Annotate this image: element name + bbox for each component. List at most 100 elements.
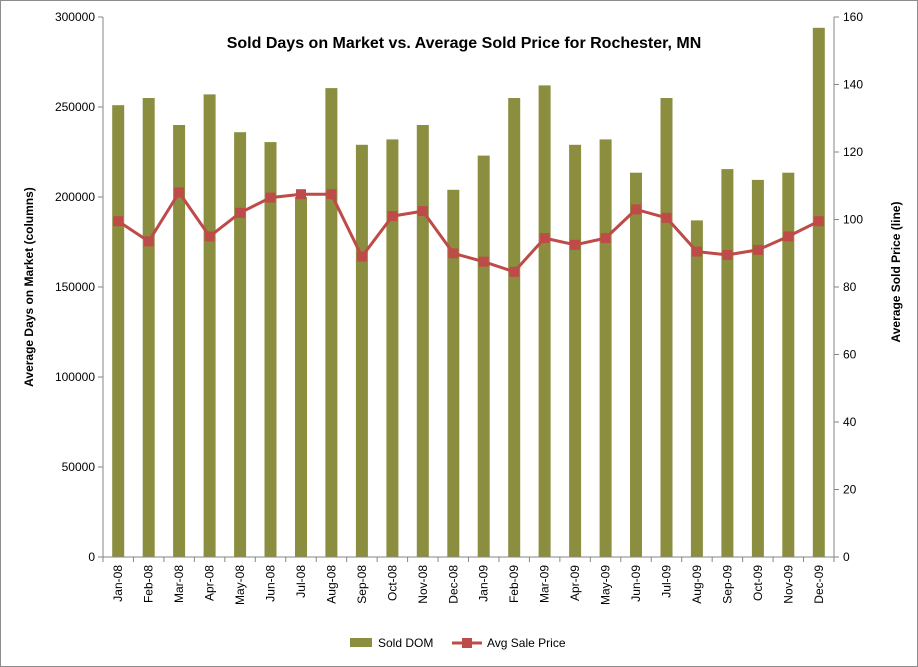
line-point-mar-08 [174, 187, 185, 198]
y2-tick-label: 0 [843, 550, 850, 564]
y-tick-label: 300000 [55, 10, 95, 24]
y2-tick-label: 80 [843, 280, 857, 294]
y2-axis-tick-labels: 0 20 40 60 80 100 120 140 160 [834, 10, 863, 564]
line-point-dec-08 [448, 248, 459, 259]
bar-dec-09 [812, 27, 825, 558]
bar-mar-09 [538, 85, 551, 558]
legend-label-sold-dom: Sold DOM [378, 636, 433, 650]
line-point-nov-09 [783, 231, 794, 242]
legend-marker-avg-sale-price [462, 638, 472, 648]
bar-nov-08 [416, 125, 429, 557]
line-point-apr-08 [204, 231, 215, 242]
x-tick-label: Jul-09 [660, 565, 674, 598]
x-tick-label: Oct-09 [751, 565, 765, 601]
bar-may-08 [234, 132, 247, 557]
line-point-apr-09 [570, 239, 581, 250]
x-tick-label: Dec-08 [446, 565, 460, 604]
legend-label-avg-sale-price: Avg Sale Price [487, 636, 566, 650]
x-tick-label: Feb-08 [142, 565, 156, 603]
bar-apr-08 [203, 94, 216, 558]
legend-swatch-sold-dom [350, 638, 372, 647]
line-point-mar-09 [539, 233, 550, 244]
y-axis-tick-labels: 0 50000 100000 150000 200000 250000 300000 [55, 10, 103, 564]
bar-jun-08 [264, 142, 277, 557]
y-tick-label: 250000 [55, 100, 95, 114]
bar-may-09 [599, 139, 612, 557]
bar-oct-08 [386, 139, 399, 557]
bar-feb-09 [508, 98, 521, 557]
bar-dec-08 [447, 189, 460, 558]
y-axis-title: Average Days on Market (columns) [22, 187, 36, 387]
y-tick-label: 50000 [62, 460, 96, 474]
line-point-may-09 [600, 233, 611, 244]
line-point-jan-09 [478, 256, 489, 267]
bar-jan-09 [477, 155, 490, 557]
y-tick-label: 200000 [55, 190, 95, 204]
x-tick-label: Jun-09 [629, 565, 643, 602]
chart-title: Sold Days on Market vs. Average Sold Pri… [227, 35, 702, 52]
bar-jan-08 [112, 105, 125, 557]
y-tick-label: 150000 [55, 280, 95, 294]
bar-aug-09 [690, 220, 703, 557]
bar-series-sold-dom [112, 27, 825, 558]
line-point-sep-08 [356, 251, 367, 262]
line-point-aug-08 [326, 189, 337, 200]
bar-mar-08 [173, 125, 186, 557]
line-point-aug-09 [691, 246, 702, 257]
legend: Sold DOM Avg Sale Price [350, 636, 566, 650]
y2-tick-label: 20 [843, 483, 857, 497]
x-axis-tick-labels: Jan-08 Feb-08 Mar-08 Apr-08 May-08 Jun-08 Jul-… [102, 557, 835, 605]
x-tick-label: Dec-09 [812, 565, 826, 604]
bar-jul-08 [295, 197, 307, 557]
line-point-may-08 [235, 207, 246, 218]
x-tick-label: Jan-09 [477, 565, 491, 602]
x-tick-label: Aug-09 [690, 565, 704, 604]
line-point-dec-09 [813, 216, 824, 227]
x-tick-label: Mar-09 [538, 565, 552, 603]
y2-tick-label: 120 [843, 145, 863, 159]
x-tick-label: Jul-08 [294, 565, 308, 598]
x-tick-label: Apr-09 [568, 565, 582, 601]
line-point-jan-08 [113, 216, 124, 227]
y-tick-label: 0 [88, 550, 95, 564]
bar-sep-09 [721, 169, 734, 557]
line-point-jul-09 [661, 212, 672, 223]
y2-tick-label: 160 [843, 10, 863, 24]
x-tick-label: Sep-08 [355, 565, 369, 604]
x-tick-label: Sep-09 [720, 565, 734, 604]
line-point-oct-08 [387, 211, 398, 222]
x-tick-label: Apr-08 [203, 565, 217, 601]
y-tick-label: 100000 [55, 370, 95, 384]
bar-jun-09 [630, 172, 642, 557]
y2-tick-label: 140 [843, 78, 863, 92]
bar-oct-09 [751, 179, 764, 557]
x-tick-label: Feb-09 [507, 565, 521, 603]
line-series-avg-sale-price [113, 187, 824, 277]
x-tick-label: May-09 [599, 565, 613, 605]
x-tick-label: Jun-08 [264, 565, 278, 602]
line-point-oct-09 [752, 244, 763, 255]
x-tick-label: Aug-08 [324, 565, 338, 604]
bar-feb-08 [142, 98, 155, 557]
line-point-jun-08 [265, 192, 276, 203]
bar-apr-09 [569, 144, 582, 558]
x-tick-label: Oct-08 [385, 565, 399, 601]
x-tick-label: Mar-08 [172, 565, 186, 603]
x-tick-label: Nov-09 [781, 565, 795, 604]
line-point-nov-08 [417, 206, 428, 217]
line-point-jul-08 [296, 189, 306, 200]
x-tick-label: May-08 [233, 565, 247, 605]
bar-nov-09 [782, 172, 795, 557]
line-point-feb-09 [509, 266, 520, 277]
line-point-feb-08 [143, 236, 154, 247]
x-tick-label: Jan-08 [111, 565, 125, 602]
y2-tick-label: 60 [843, 348, 857, 362]
x-tick-label: Nov-08 [416, 565, 430, 604]
y2-tick-label: 40 [843, 415, 857, 429]
line-point-sep-09 [722, 249, 733, 260]
bar-aug-08 [325, 88, 338, 557]
line-point-jun-09 [631, 204, 641, 215]
y2-axis-title: Average Sold Price (line) [889, 202, 903, 343]
bar-jul-09 [660, 98, 673, 557]
